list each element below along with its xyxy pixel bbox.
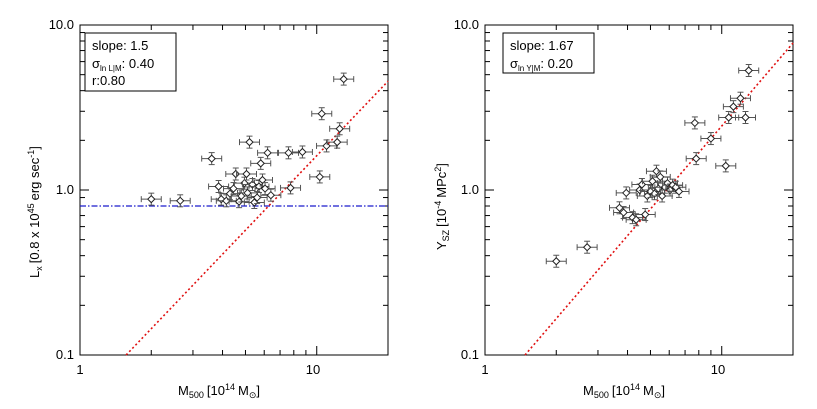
data-point <box>734 111 756 125</box>
data-point <box>615 186 637 200</box>
data-point <box>715 159 737 173</box>
data-point <box>668 184 690 198</box>
x-axis-label: M500 [1014 M⊙] <box>178 382 260 400</box>
fit-segment <box>125 80 389 356</box>
data-point <box>280 181 302 195</box>
legend-correlation: r:0.80 <box>92 73 125 88</box>
data-point <box>169 194 191 208</box>
data-point <box>545 254 567 268</box>
tick-marks <box>484 24 794 356</box>
sun-symbol: ⊙ <box>654 390 662 400</box>
chart-panel-lx: 1 10 0.1 1.0 10.0 M500 [1014 M⊙] Lx[0.8 x … <box>26 17 389 400</box>
data-point <box>722 100 744 114</box>
y-axis-label: Lx[0.8 x 1045erg sec-1] <box>26 146 44 278</box>
data-point <box>222 182 244 196</box>
y-axis-label: YSZ[10-4MPc2] <box>433 163 451 250</box>
data-point <box>251 173 273 187</box>
data-point <box>326 135 348 149</box>
data-point <box>278 146 300 160</box>
data-point <box>208 180 230 194</box>
data-point <box>257 146 279 160</box>
data-point <box>201 152 223 166</box>
sun-symbol: ⊙ <box>249 390 257 400</box>
data-point <box>235 167 257 181</box>
x-tick-label-1: 1 <box>76 362 83 377</box>
data-point <box>644 187 666 201</box>
data-point <box>625 213 647 227</box>
data-point <box>254 182 276 196</box>
data-point <box>316 139 338 153</box>
data-point <box>613 206 635 220</box>
legend-box: slope: 1.5 σln L|M: 0.40 r:0.80 <box>84 32 177 92</box>
data-point <box>685 152 707 166</box>
data-point <box>311 107 333 121</box>
data-point <box>329 122 351 136</box>
data-point <box>700 132 722 146</box>
legend-scatter: σln L|M: 0.40 <box>92 56 154 73</box>
legend-slope: slope: 1.67 <box>510 38 574 53</box>
fit-segment <box>524 42 794 356</box>
data-point <box>651 189 673 203</box>
data-point <box>260 188 282 202</box>
data-point <box>729 91 751 105</box>
data-point <box>333 72 355 86</box>
fit-line <box>125 80 389 356</box>
data-points <box>140 72 355 209</box>
legend-slope: slope: 1.5 <box>92 38 148 53</box>
y-tick-label-0.1: 0.1 <box>56 347 74 362</box>
data-point <box>291 145 313 159</box>
x-tick-label-1: 1 <box>481 362 488 377</box>
data-point <box>576 240 598 254</box>
data-point <box>250 156 272 170</box>
y-tick-label-1.0: 1.0 <box>461 182 479 197</box>
y-tick-label-10.0: 10.0 <box>49 17 74 32</box>
legend-scatter: σln Y|M: 0.20 <box>510 56 573 73</box>
data-point <box>309 170 331 184</box>
data-point <box>684 116 706 130</box>
data-point <box>239 135 261 149</box>
chart-panel-ysz: 1 10 0.1 1.0 10.0 M500 [1014 M⊙] YSZ[10-4M… <box>433 17 794 400</box>
data-point <box>634 208 656 222</box>
x-axis-label: M500 [1014 M⊙] <box>583 382 665 400</box>
y-tick-label-1.0: 1.0 <box>56 182 74 197</box>
data-point <box>140 192 162 206</box>
data-point <box>738 63 760 77</box>
data-point <box>225 167 247 181</box>
data-point <box>645 164 667 178</box>
legend-box: slope: 1.67 σln Y|M: 0.20 <box>502 32 595 74</box>
x-tick-label-10: 10 <box>711 362 725 377</box>
x-tick-label-10: 10 <box>306 362 320 377</box>
fit-line <box>524 42 794 356</box>
y-tick-label-10.0: 10.0 <box>454 17 479 32</box>
data-points <box>545 63 760 268</box>
y-tick-label-0.1: 0.1 <box>461 347 479 362</box>
